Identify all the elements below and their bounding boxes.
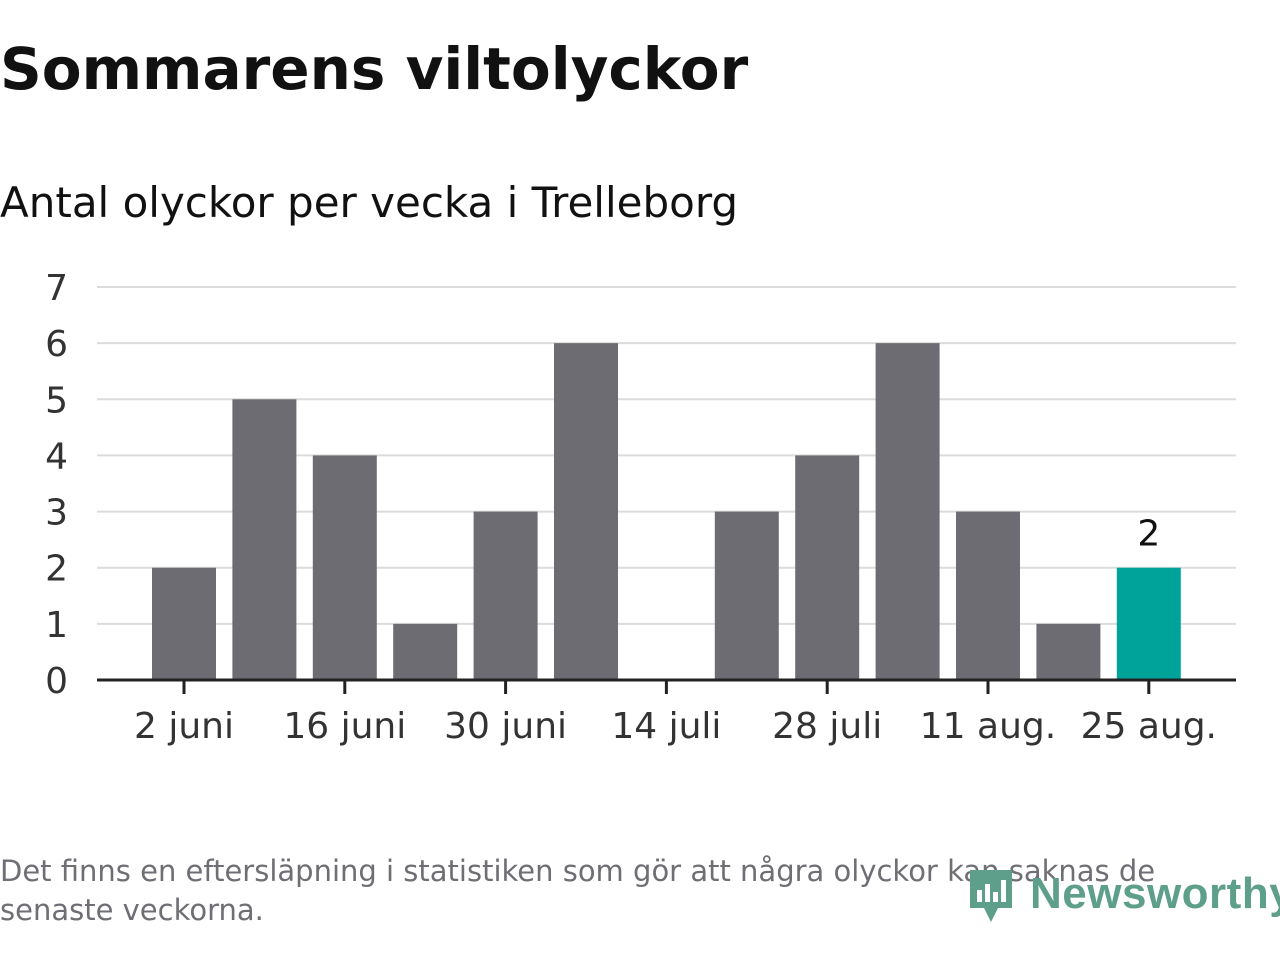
brand-name: Newsworthy <box>1030 869 1280 918</box>
bar <box>473 511 538 680</box>
y-tick-label: 0 <box>45 661 68 702</box>
bar <box>956 511 1020 680</box>
bar <box>312 455 377 680</box>
y-tick-label: 1 <box>45 605 68 646</box>
newsworthy-icon <box>970 870 1012 922</box>
bar <box>1036 623 1101 680</box>
bar <box>875 343 940 680</box>
chart-subtitle: Antal olyckor per vecka i Trelleborg <box>0 178 739 227</box>
x-tick-label: 30 juni <box>444 706 567 747</box>
bar <box>152 567 216 680</box>
bar <box>1116 567 1181 680</box>
x-tick-label: 11 aug. <box>920 706 1056 747</box>
brand-logo: Newsworthy <box>966 862 1280 926</box>
x-tick-label: 28 juli <box>772 706 882 747</box>
bar <box>554 343 618 680</box>
y-tick-label: 6 <box>45 324 68 365</box>
y-tick-label: 3 <box>45 493 68 534</box>
x-tick-label: 14 juli <box>611 706 721 747</box>
x-tick-label: 25 aug. <box>1081 706 1217 747</box>
bar <box>393 623 458 680</box>
footnote: Det finns en eftersläpning i statistiken… <box>0 854 1156 927</box>
x-tick-label: 16 juni <box>283 706 406 747</box>
bar <box>714 511 779 680</box>
data-label: 2 <box>1137 514 1160 555</box>
y-tick-label: 5 <box>45 380 68 421</box>
bar <box>795 455 860 680</box>
chart-title: Sommarens viltolyckor <box>0 35 749 103</box>
y-tick-label: 2 <box>45 549 68 590</box>
bar <box>232 399 297 680</box>
y-tick-label: 4 <box>45 436 68 477</box>
x-tick-label: 2 juni <box>134 706 234 747</box>
y-tick-label: 7 <box>45 268 68 309</box>
